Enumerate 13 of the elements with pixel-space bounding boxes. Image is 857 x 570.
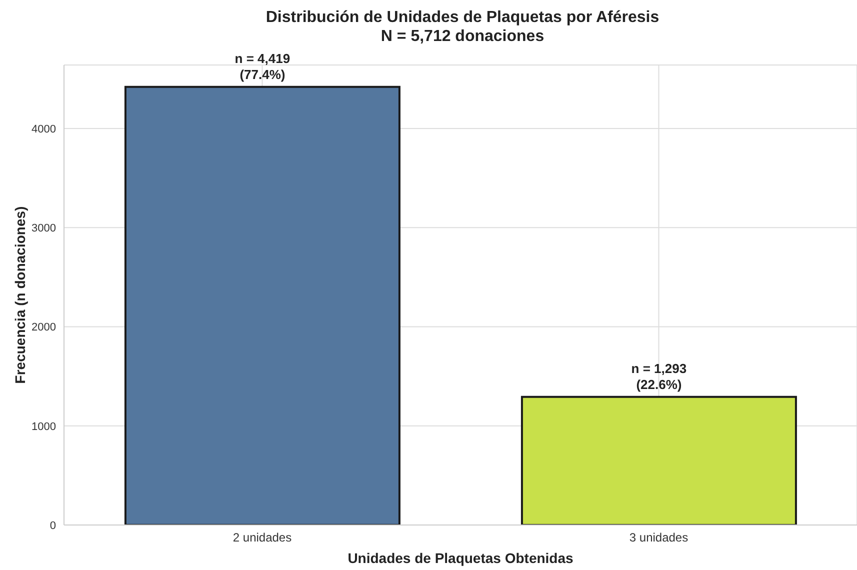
- chart-subtitle: N = 5,712 donaciones: [380, 27, 546, 46]
- x-tick-label: 2 unidades: [232, 530, 292, 545]
- data-label: n = 1,293 (22.6%): [631, 360, 687, 392]
- y-tick-label: 3000: [32, 222, 56, 234]
- y-tick-label: 1000: [32, 420, 56, 433]
- y-tick-label: 0: [50, 520, 56, 532]
- data-label: n = 4,419 (77.4%): [234, 50, 290, 82]
- y-axis-title: Frecuencia (n donaciones): [12, 206, 28, 384]
- y-tick-label: 4000: [32, 123, 56, 136]
- x-tick-label: 3 unidades: [629, 530, 688, 545]
- x-axis-title: Unidades de Plaquetas Obtenidas: [348, 550, 574, 566]
- chart-title: Distribución de Unidades de Plaquetas por Aféresis: [264, 8, 660, 27]
- y-tick-label: 2000: [32, 322, 56, 334]
